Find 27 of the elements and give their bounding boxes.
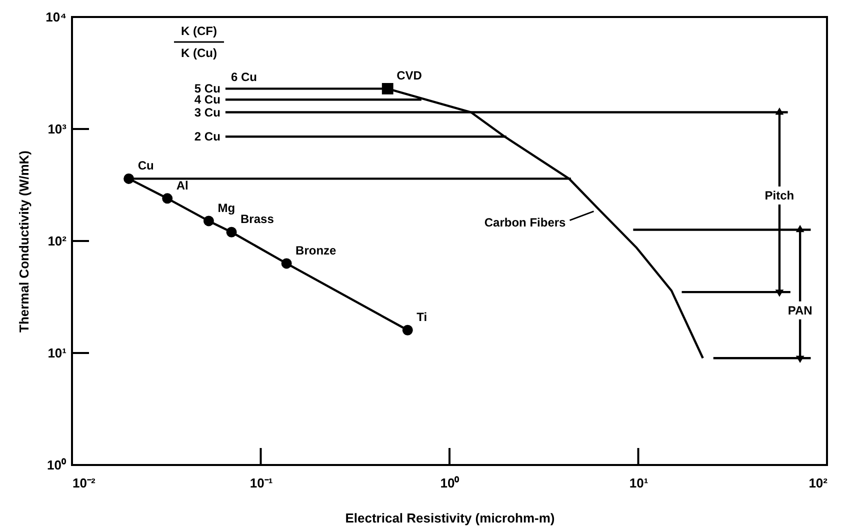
x-tick-label: 10² [808, 476, 828, 490]
x-tick-label: 10⁻¹ [250, 476, 273, 490]
annotation: Cu [138, 158, 154, 173]
x-tick-label: 10⁻² [72, 476, 96, 490]
annotation: K (Cu) [181, 46, 217, 60]
legend-label: Carbon Fibers [484, 215, 566, 230]
annotation: PAN [788, 303, 812, 318]
series-label: 2 Cu [194, 130, 220, 144]
y-tick-label: 10¹ [48, 346, 66, 360]
x-tick-label: 10¹ [629, 476, 648, 490]
y-axis-title: Thermal Conductivity (W/mK) [16, 150, 32, 333]
annotation: CVD [396, 68, 422, 83]
y-tick-label: 10³ [48, 122, 68, 136]
annotation: K (CF) [181, 24, 217, 38]
annotation: Brass [240, 212, 274, 226]
annotation: Pitch [764, 188, 794, 202]
annotation: 6 Cu [230, 70, 258, 84]
annotation: Mg [218, 200, 236, 215]
y-tick-label: 10⁰ [47, 458, 66, 472]
x-tick-label: 10⁰ [440, 476, 460, 490]
annotation: Ti [416, 310, 428, 324]
x-axis-title: Electrical Resistivity (microhm-m) [345, 510, 555, 526]
y-tick-label: 10⁴ [46, 10, 66, 24]
series-label: 3 Cu [194, 105, 220, 120]
annotation: Al [176, 178, 188, 192]
annotation: Bronze [296, 243, 337, 258]
y-tick-label: 10² [48, 234, 68, 248]
